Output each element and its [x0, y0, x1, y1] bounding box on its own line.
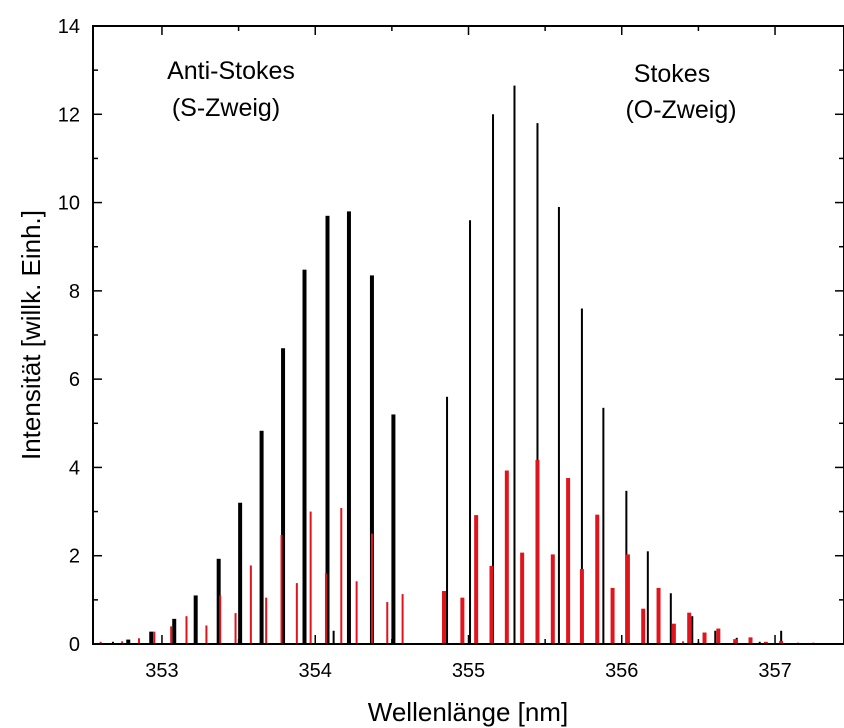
spectral-line-s2-7 [550, 554, 555, 644]
x-tick-label: 357 [758, 660, 791, 682]
y-tick-label: 6 [69, 369, 80, 391]
spectral-line-s2-8 [566, 478, 571, 644]
spectral-line-s1-3 [469, 220, 472, 645]
x-axis-label: Wellenlänge [nm] [368, 697, 568, 727]
spectral-line-s3-6 [205, 625, 208, 644]
spectral-line-s2-16 [687, 612, 692, 644]
annotation-stokes: Stokes (O-Zweig) [625, 60, 736, 124]
spectral-line-s2-9 [579, 568, 584, 644]
annotation-stokes-line1: Stokes [634, 60, 710, 88]
x-tick-label: 353 [145, 660, 178, 682]
spectral-line-s1-1 [332, 630, 335, 644]
spectral-line-s3-0 [99, 641, 102, 644]
spectral-line-s2-2 [474, 515, 479, 644]
spectral-line-s2-14 [656, 587, 661, 644]
spectral-line-s0-3 [193, 595, 198, 644]
y-tick-label: 12 [58, 104, 80, 126]
spectral-line-s1-13 [691, 616, 694, 644]
spectral-line-s1-2 [446, 396, 449, 644]
spectral-line-s1-5 [513, 85, 516, 645]
spectral-line-s0-7 [281, 348, 286, 644]
spectral-line-s3-20 [682, 641, 685, 644]
spectral-line-s0-5 [238, 502, 243, 644]
spectral-line-s2-3 [489, 565, 494, 644]
spectral-line-s3-7 [219, 595, 222, 644]
spectral-line-s1-17 [780, 630, 783, 644]
annotation-anti-stokes-line1: Anti-Stokes [167, 57, 295, 85]
spectral-line-s1-16 [758, 641, 761, 644]
spectral-line-s1-11 [646, 551, 649, 644]
spectral-line-s3-10 [265, 597, 268, 644]
spectral-line-s2-17 [702, 632, 707, 644]
spectral-line-s1-6 [536, 123, 539, 645]
annotation-stokes-line2: (O-Zweig) [625, 96, 736, 124]
spectral-line-s2-4 [504, 470, 509, 644]
spectral-line-s1-14 [714, 630, 717, 644]
spectral-line-s2-11 [610, 587, 615, 644]
spectral-line-s1-12 [669, 593, 672, 644]
y-axis-label: Intensität [willk. Einh.] [16, 210, 46, 460]
x-tick-label: 355 [452, 660, 485, 682]
y-tick-label: 8 [69, 281, 80, 303]
y-tick-label: 10 [58, 193, 80, 215]
spectral-line-s2-6 [535, 459, 540, 644]
spectral-line-s0-8 [302, 269, 307, 644]
spectral-line-s2-18 [716, 628, 721, 644]
annotation-anti-stokes-line2: (S-Zweig) [172, 94, 280, 122]
spectral-line-s2-20 [748, 637, 753, 644]
spectral-line-s3-4 [170, 626, 173, 644]
spectral-line-s1-8 [580, 308, 583, 644]
spectral-line-s0-0 [126, 639, 131, 644]
spectral-line-s3-11 [280, 534, 283, 644]
spectral-line-s0-4 [216, 558, 221, 644]
y-tick-label: 0 [69, 634, 80, 656]
spectral-line-s2-12 [625, 554, 630, 644]
y-tick-label: 2 [69, 546, 80, 568]
spectral-line-s3-8 [234, 613, 237, 644]
spectral-line-s3-18 [386, 602, 389, 644]
spectral-line-s2-1 [460, 597, 465, 644]
spectral-line-s1-7 [557, 206, 560, 645]
y-axis-ticks: 0 2 4 6 8 10 12 14 [58, 16, 844, 656]
spectral-line-s3-19 [401, 594, 404, 644]
spectral-line-s0-6 [259, 430, 264, 644]
x-axis-ticks: 353 354 355 356 357 [145, 26, 792, 682]
y-tick-label: 4 [69, 457, 80, 479]
spectral-line-s3-14 [324, 573, 327, 644]
spectral-line-s0-10 [346, 211, 351, 644]
spectral-line-s3-9 [249, 565, 252, 644]
spectral-line-s3-13 [309, 511, 312, 644]
annotation-anti-stokes: Anti-Stokes (S-Zweig) [167, 57, 295, 122]
spectral-line-s2-15 [671, 623, 676, 644]
spectral-line-s0-1 [149, 631, 154, 644]
spectral-lines [99, 85, 815, 645]
spectral-line-s3-16 [355, 581, 358, 644]
spectral-line-s3-12 [295, 583, 298, 644]
spectral-line-s0-11 [369, 275, 374, 644]
spectral-line-s0-2 [172, 618, 177, 644]
spectral-line-s3-15 [340, 508, 343, 644]
spectral-line-s3-3 [153, 631, 156, 644]
spectral-line-s2-21 [763, 641, 768, 644]
spectral-line-s3-5 [185, 616, 188, 644]
spectral-line-s3-1 [121, 641, 124, 644]
spectral-line-s2-19 [733, 639, 738, 644]
y-tick-label: 14 [58, 16, 80, 38]
spectral-line-s2-22 [779, 640, 784, 644]
spectral-line-s1-4 [492, 114, 495, 645]
spectral-line-s2-10 [595, 514, 600, 644]
spectral-line-s2-0 [441, 591, 446, 644]
spectral-line-s2-5 [520, 552, 525, 644]
spectral-line-s0-12 [391, 414, 396, 644]
spectral-line-s3-17 [370, 533, 373, 644]
x-tick-label: 354 [299, 660, 332, 682]
spectral-line-s2-13 [641, 608, 646, 644]
spectral-line-s3-2 [137, 638, 140, 644]
spectral-line-s1-9 [602, 407, 605, 644]
spectral-line-s0-9 [325, 215, 330, 644]
x-tick-label: 356 [605, 660, 638, 682]
spectral-line-s1-0 [111, 641, 114, 644]
